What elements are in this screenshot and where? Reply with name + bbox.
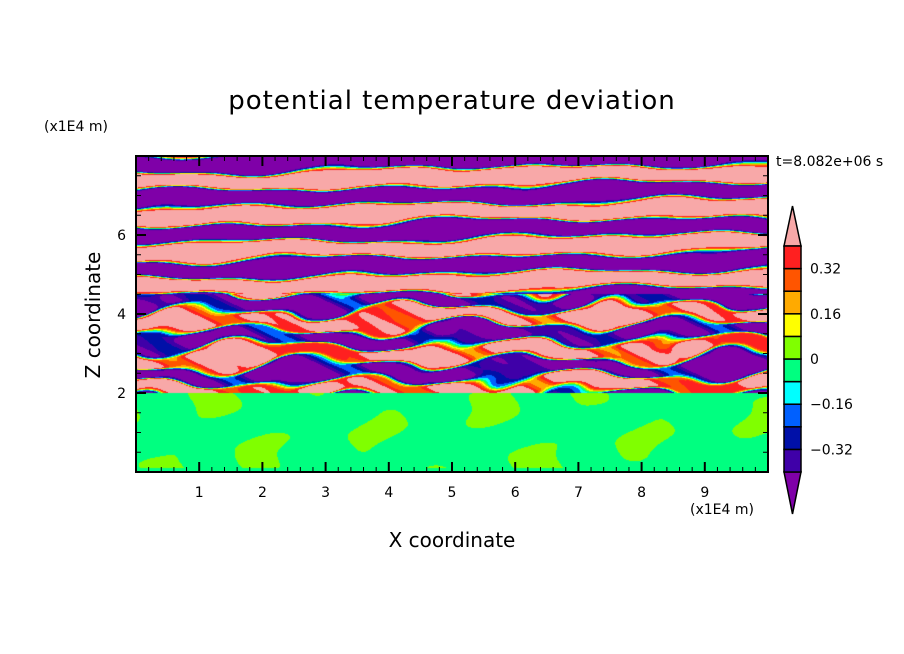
x-tick-label: 2 [258,485,267,501]
time-label: t=8.082e+06 s [776,154,884,170]
colorbar-tick-label: 0.16 [810,307,841,323]
z-tick-label: 6 [117,228,126,244]
x-axis-unit: (x1E4 m) [690,502,754,518]
colorbar-tick-label: 0 [810,352,819,368]
colorbar-segment [783,403,802,428]
z-axis-unit: (x1E4 m) [44,119,108,135]
x-tick-label: 7 [574,485,583,501]
colorbar-segment [783,245,802,270]
x-tick-label: 6 [511,485,520,501]
colorbar-segment [783,448,802,473]
x-tick-label: 3 [321,485,330,501]
colorbar-tick-label: 0.32 [810,262,841,278]
z-tick-label: 4 [117,307,126,323]
colorbar-tick-label: −0.32 [810,442,853,458]
x-tick-label: 5 [448,485,457,501]
heatmap-field [136,156,768,472]
colorbar-segment [783,290,802,315]
colorbar-tick-label: −0.16 [810,397,853,413]
x-axis-label: X coordinate [388,528,516,552]
plot-frame [135,155,769,473]
colorbar-segment [783,267,802,292]
z-tick-label: 2 [117,386,126,402]
colorbar-segment [783,335,802,360]
x-tick-label: 1 [195,485,204,501]
x-tick-label: 8 [637,485,646,501]
colorbar-segment [783,380,802,405]
colorbar-segment [783,358,802,383]
colorbar-extend-min [783,471,802,515]
x-tick-label: 4 [384,485,393,501]
chart-title: potential temperature deviation [228,86,676,116]
colorbar-extend-max [783,205,802,247]
colorbar-segment [783,313,802,338]
x-tick-label: 9 [700,485,709,501]
colorbar-segment [783,426,802,451]
